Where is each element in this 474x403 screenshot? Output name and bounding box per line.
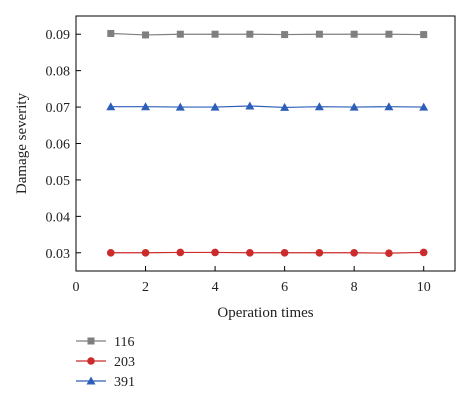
y-axis-ticks: 0.03 0.04 0.05 0.06 0.07 0.08 0.09	[46, 28, 81, 262]
x-tick-label: 2	[142, 280, 149, 295]
series-line-203	[110, 251, 424, 254]
data-point-116	[176, 30, 184, 38]
data-point-116	[107, 29, 115, 37]
data-point-203	[246, 248, 254, 257]
x-tick-label: 6	[281, 280, 288, 295]
legend-label: 116	[114, 335, 134, 350]
y-tick-label: 0.07	[46, 101, 71, 116]
plot-border	[75, 15, 456, 272]
data-point-391	[314, 102, 324, 111]
data-point-116	[420, 31, 428, 39]
legend: 116 203 391	[76, 335, 135, 390]
x-axis-ticks: 0 2 4 6 8 10	[73, 266, 431, 295]
data-point-391	[384, 102, 394, 111]
data-point-116	[315, 30, 323, 38]
data-point-203	[315, 248, 324, 257]
plot-frame	[75, 15, 456, 272]
data-point-391	[175, 102, 185, 111]
data-point-116	[350, 30, 358, 38]
series-layer	[106, 29, 429, 257]
series-203	[106, 248, 428, 257]
data-point-391	[210, 102, 220, 111]
x-tick-label: 8	[351, 280, 358, 295]
x-tick-label: 4	[212, 280, 219, 295]
y-tick-label: 0.09	[46, 28, 71, 43]
data-point-116	[281, 31, 289, 39]
legend-item-116: 116	[76, 335, 134, 350]
data-point-203	[211, 248, 219, 257]
legend-marker	[86, 376, 96, 385]
data-point-203	[106, 248, 115, 257]
data-point-203	[385, 249, 393, 257]
y-tick-label: 0.06	[46, 138, 71, 153]
legend-item-391: 391	[76, 375, 135, 390]
data-point-203	[176, 248, 185, 257]
x-tick-label: 0	[73, 280, 80, 295]
data-point-391	[141, 102, 151, 111]
legend-label: 203	[114, 355, 135, 370]
series-line-391	[110, 105, 424, 109]
legend-marker	[87, 357, 95, 365]
data-point-116	[211, 30, 219, 38]
legend-marker	[87, 337, 95, 345]
y-tick-label: 0.08	[46, 65, 71, 80]
series-116	[107, 29, 428, 39]
data-point-203	[141, 248, 150, 257]
data-point-391	[419, 102, 429, 111]
data-point-391	[349, 102, 359, 111]
y-tick-label: 0.04	[46, 210, 71, 225]
data-point-391	[245, 101, 255, 110]
y-tick-label: 0.05	[46, 174, 71, 189]
x-axis-title: Operation times	[217, 305, 313, 321]
y-axis-title: Damage severity	[14, 92, 30, 194]
data-point-116	[385, 30, 393, 38]
data-point-203	[280, 248, 289, 257]
data-point-203	[350, 248, 358, 257]
data-point-203	[419, 248, 428, 257]
legend-label: 391	[114, 375, 135, 390]
x-tick-label: 10	[417, 280, 431, 295]
legend-item-203: 203	[76, 355, 135, 370]
data-point-116	[142, 31, 150, 39]
data-point-116	[246, 30, 254, 38]
data-point-391	[106, 102, 116, 111]
series-line-116	[110, 32, 424, 36]
y-tick-label: 0.03	[46, 247, 71, 262]
series-391	[106, 101, 429, 111]
data-point-391	[280, 102, 290, 111]
